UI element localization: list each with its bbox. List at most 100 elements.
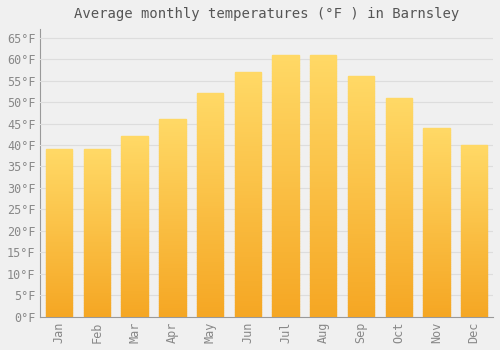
Bar bbox=[197, 103, 224, 105]
Bar bbox=[46, 156, 72, 158]
Bar bbox=[197, 203, 224, 205]
Bar bbox=[46, 292, 72, 293]
Bar bbox=[310, 236, 336, 238]
Bar bbox=[84, 265, 110, 267]
Bar bbox=[234, 165, 261, 168]
Bar bbox=[46, 290, 72, 292]
Bar bbox=[348, 247, 374, 250]
Bar bbox=[122, 282, 148, 284]
Bar bbox=[122, 193, 148, 194]
Bar bbox=[424, 253, 450, 254]
Bar bbox=[461, 243, 487, 245]
Bar bbox=[272, 102, 299, 105]
Bar bbox=[234, 275, 261, 278]
Bar bbox=[84, 260, 110, 261]
Bar bbox=[461, 239, 487, 241]
Bar bbox=[348, 302, 374, 305]
Bar bbox=[461, 159, 487, 161]
Bar bbox=[84, 199, 110, 201]
Bar bbox=[84, 198, 110, 199]
Bar bbox=[386, 280, 412, 282]
Bar bbox=[234, 204, 261, 206]
Bar bbox=[234, 131, 261, 133]
Bar bbox=[46, 163, 72, 164]
Bar bbox=[310, 91, 336, 94]
Bar bbox=[84, 196, 110, 198]
Bar bbox=[197, 165, 224, 167]
Bar bbox=[424, 143, 450, 145]
Bar bbox=[272, 65, 299, 68]
Bar bbox=[348, 153, 374, 156]
Bar bbox=[122, 241, 148, 243]
Bar bbox=[197, 290, 224, 292]
Bar bbox=[46, 282, 72, 283]
Bar bbox=[234, 270, 261, 273]
Bar bbox=[272, 91, 299, 94]
Bar bbox=[310, 55, 336, 57]
Bar bbox=[386, 240, 412, 242]
Bar bbox=[272, 207, 299, 209]
Bar bbox=[159, 143, 186, 145]
Bar bbox=[424, 145, 450, 147]
Bar bbox=[84, 164, 110, 166]
Bar bbox=[272, 105, 299, 107]
Bar bbox=[159, 149, 186, 151]
Bar bbox=[272, 57, 299, 60]
Bar bbox=[159, 244, 186, 246]
Bar bbox=[84, 151, 110, 153]
Bar bbox=[310, 215, 336, 217]
Bar bbox=[424, 209, 450, 211]
Bar bbox=[159, 230, 186, 232]
Bar bbox=[234, 143, 261, 146]
Bar bbox=[46, 265, 72, 267]
Bar bbox=[386, 190, 412, 192]
Bar bbox=[84, 195, 110, 196]
Bar bbox=[159, 141, 186, 143]
Bar bbox=[272, 154, 299, 157]
Bar bbox=[310, 259, 336, 262]
Bar bbox=[159, 129, 186, 131]
Bar bbox=[386, 231, 412, 233]
Bar bbox=[386, 139, 412, 142]
Bar bbox=[197, 98, 224, 100]
Bar bbox=[197, 259, 224, 261]
Bar bbox=[159, 240, 186, 242]
Bar bbox=[272, 149, 299, 152]
Bar bbox=[234, 158, 261, 160]
Bar bbox=[348, 194, 374, 197]
Bar bbox=[348, 156, 374, 158]
Bar bbox=[46, 231, 72, 233]
Bar bbox=[234, 211, 261, 214]
Bar bbox=[197, 308, 224, 310]
Bar bbox=[348, 290, 374, 293]
Bar bbox=[197, 192, 224, 194]
Bar bbox=[386, 227, 412, 229]
Bar bbox=[46, 285, 72, 287]
Bar bbox=[461, 313, 487, 315]
Bar bbox=[234, 224, 261, 226]
Bar bbox=[46, 248, 72, 250]
Bar bbox=[424, 199, 450, 202]
Bar bbox=[46, 252, 72, 253]
Bar bbox=[310, 314, 336, 317]
Bar bbox=[159, 176, 186, 178]
Bar bbox=[122, 173, 148, 174]
Bar bbox=[84, 290, 110, 292]
Bar bbox=[272, 254, 299, 257]
Bar bbox=[159, 293, 186, 295]
Bar bbox=[46, 305, 72, 307]
Bar bbox=[84, 166, 110, 168]
Bar bbox=[461, 289, 487, 291]
Bar bbox=[197, 198, 224, 201]
Bar bbox=[84, 314, 110, 315]
Bar bbox=[424, 306, 450, 307]
Bar bbox=[122, 160, 148, 162]
Bar bbox=[310, 173, 336, 175]
Bar bbox=[424, 243, 450, 245]
Bar bbox=[46, 178, 72, 180]
Bar bbox=[310, 199, 336, 202]
Bar bbox=[348, 105, 374, 107]
Bar bbox=[461, 147, 487, 148]
Bar bbox=[386, 120, 412, 122]
Bar bbox=[197, 297, 224, 299]
